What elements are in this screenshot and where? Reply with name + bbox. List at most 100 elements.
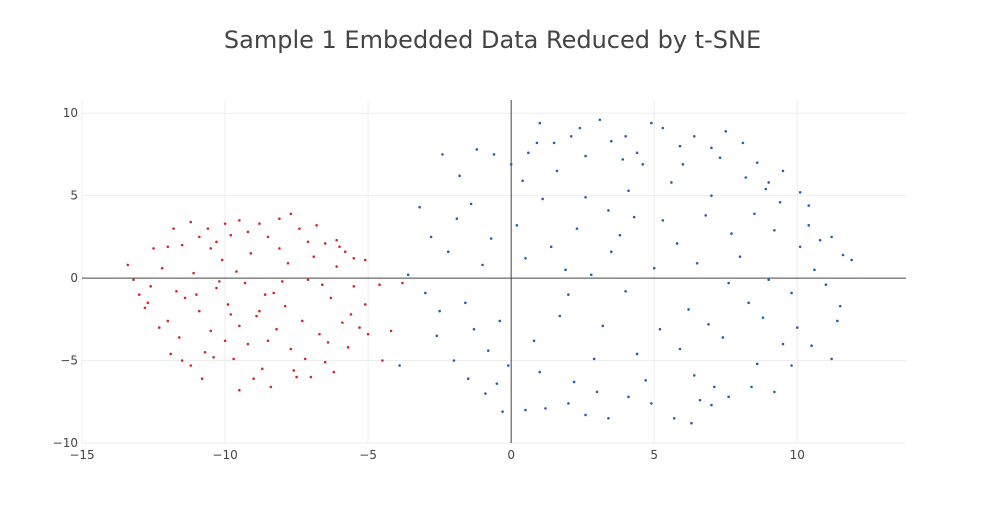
data-point (584, 154, 587, 158)
data-point (315, 224, 318, 227)
data-point (455, 217, 459, 221)
data-point (323, 242, 327, 245)
data-point (830, 235, 833, 239)
data-point (198, 235, 201, 239)
data-point (838, 304, 842, 308)
data-point (341, 321, 344, 324)
data-point (650, 402, 653, 405)
data-point (836, 319, 839, 323)
data-point (595, 390, 599, 394)
data-point (741, 141, 745, 145)
data-point (509, 163, 513, 166)
data-point (767, 181, 770, 184)
data-point (718, 156, 722, 160)
data-point (306, 240, 310, 244)
data-point (578, 126, 582, 130)
y-tick-label: 10 (63, 106, 78, 120)
data-point (298, 227, 301, 230)
data-point (172, 227, 175, 230)
data-point (721, 336, 725, 339)
data-point (707, 322, 710, 326)
data-point (198, 309, 201, 313)
data-point (790, 291, 793, 295)
data-point (681, 163, 685, 166)
data-point (475, 148, 479, 151)
data-point (486, 349, 490, 352)
data-point (223, 339, 227, 343)
data-point (687, 308, 690, 311)
data-point (795, 326, 799, 329)
data-point (238, 324, 241, 328)
x-tick-label: −5 (359, 448, 377, 462)
data-point (329, 296, 333, 300)
data-point (675, 242, 679, 245)
data-point (352, 257, 356, 260)
data-point (610, 139, 613, 143)
data-point (750, 385, 753, 389)
data-point (724, 130, 728, 133)
data-point (272, 291, 275, 295)
data-point (352, 285, 356, 288)
data-point (149, 285, 152, 288)
data-point (713, 385, 716, 389)
data-point (169, 352, 172, 356)
data-point (363, 258, 367, 262)
data-point (524, 257, 527, 260)
data-point (798, 191, 802, 194)
data-point (618, 233, 622, 237)
data-point (761, 316, 765, 319)
data-points (126, 118, 853, 425)
data-point (641, 163, 645, 166)
data-point (781, 342, 785, 346)
data-point (160, 266, 164, 270)
data-point (524, 408, 527, 412)
data-point (495, 382, 499, 385)
data-point (535, 141, 539, 145)
data-point (492, 153, 496, 156)
gridlines (81, 100, 906, 444)
data-point (175, 289, 178, 293)
data-point (527, 151, 530, 155)
x-tick-label: −10 (212, 448, 237, 462)
data-point (695, 261, 699, 265)
data-point (810, 344, 813, 348)
data-point (278, 217, 281, 221)
data-point (744, 176, 748, 179)
data-point (830, 357, 833, 361)
data-point (358, 326, 361, 329)
data-point (652, 266, 656, 270)
data-point (323, 360, 327, 364)
data-point (266, 339, 270, 343)
data-point (246, 230, 250, 234)
data-point (398, 364, 401, 367)
data-point (469, 202, 473, 206)
data-point (146, 301, 150, 305)
data-point (418, 205, 421, 209)
data-point (238, 219, 241, 222)
data-point (349, 313, 353, 316)
data-point (661, 219, 665, 222)
data-point (692, 374, 696, 377)
data-point (521, 179, 524, 183)
data-point (753, 212, 756, 216)
data-point (429, 235, 433, 239)
data-point (589, 273, 593, 277)
data-point (289, 347, 293, 351)
data-point (498, 319, 502, 323)
data-point (157, 326, 161, 329)
data-point (343, 250, 347, 254)
data-point (824, 283, 828, 286)
data-point (607, 416, 610, 420)
data-point (238, 388, 241, 392)
data-point (446, 250, 450, 254)
data-point (466, 377, 470, 380)
data-point (730, 232, 733, 235)
data-point (258, 309, 261, 313)
data-point (260, 367, 264, 371)
data-point (166, 319, 170, 323)
data-point (813, 268, 816, 272)
data-point (624, 289, 627, 293)
data-point (704, 214, 708, 217)
